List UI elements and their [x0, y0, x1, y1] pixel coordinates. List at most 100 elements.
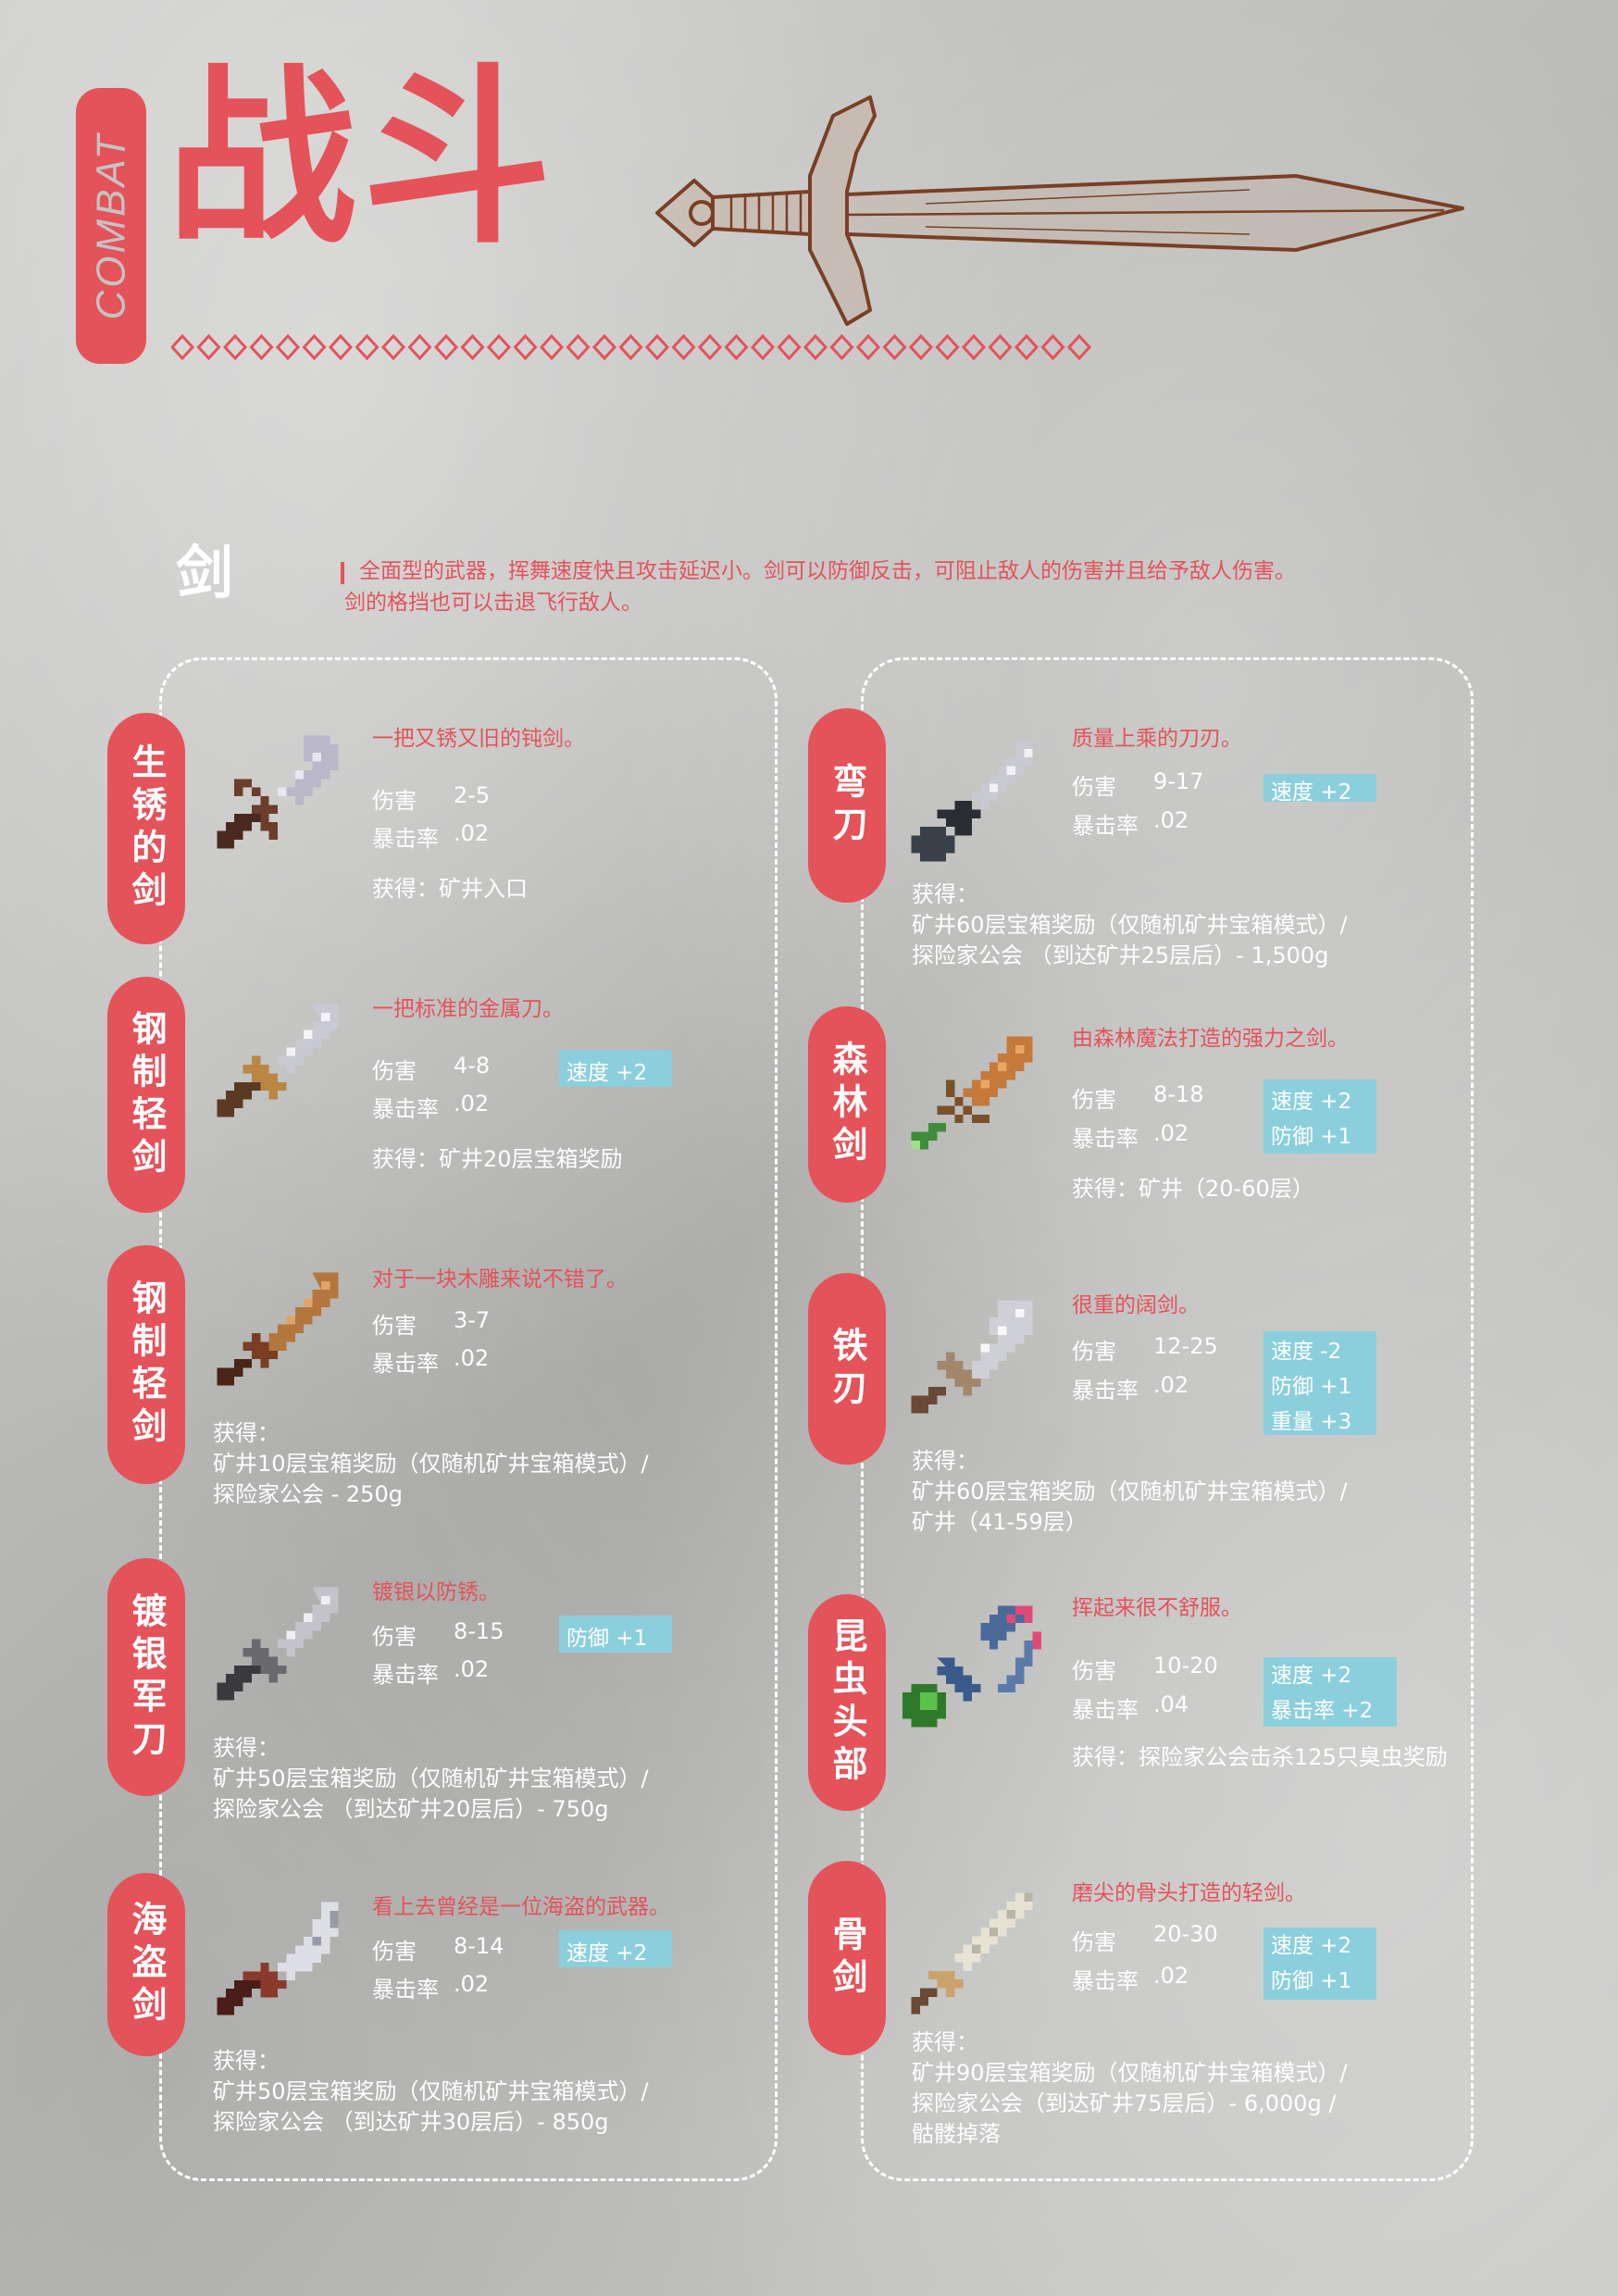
diamond-ornament — [618, 333, 643, 361]
item-description: 对于一块木雕来说不错了。 — [372, 1267, 628, 1292]
section-description: 全面型的武器，挥舞速度快且攻击延迟小。剑可以防御反击，可阻止敌人的伤害并且给予敌… — [344, 555, 1414, 618]
damage-value: 9-17 — [1153, 768, 1204, 794]
obtain-line: 探险家公会 （到达矿井30层后）- 850g — [213, 2109, 609, 2135]
damage-label: 伤害 — [1072, 1658, 1116, 1684]
obtain-line: 矿井50层宝箱奖励（仅随机矿井宝箱模式）/ — [213, 1766, 649, 1791]
diamond-ornament — [407, 333, 432, 361]
obtain-info: 获得： 矿井90层宝箱奖励（仅随机矿井宝箱模式）/ 探险家公会（到达矿井75层后… — [912, 2028, 1348, 2150]
obtain-line: 矿井10层宝箱奖励（仅随机矿井宝箱模式）/ — [213, 1451, 649, 1477]
item-name: 森林剑 — [827, 1041, 867, 1168]
item-name-pill: 铁刃 — [808, 1273, 886, 1465]
obtain-info: 获得：矿井入口 — [372, 874, 528, 905]
obtain-info: 获得： 矿井50层宝箱奖励（仅随机矿井宝箱模式）/ 探险家公会 （到达矿井30层… — [213, 2046, 649, 2138]
bonus-defense: 防御 +1 — [1271, 1125, 1352, 1149]
bonus-badge: 速度 +2 防御 +1 — [1263, 1079, 1376, 1154]
diamond-ornament — [486, 333, 512, 361]
item-description: 很重的阔剑。 — [1072, 1293, 1200, 1317]
damage-label: 伤害 — [372, 788, 417, 814]
diamond-ornament — [1040, 333, 1065, 361]
crit-label: 暴击率 — [372, 1096, 439, 1122]
diamond-ornament — [539, 333, 565, 361]
diamond-ornament — [171, 333, 195, 361]
obtain-line: 获得： — [213, 2048, 280, 2074]
bonus-badge: 速度 -2 防御 +1 重量 +3 — [1263, 1331, 1376, 1435]
bonus-crit: 暴击率 +2 — [1271, 1699, 1374, 1723]
obtain-line: 获得：探险家公会击杀125只臭虫奖励 — [1072, 1744, 1448, 1770]
crit-label: 暴击率 — [372, 826, 439, 852]
diamond-ornament — [908, 333, 934, 361]
diamond-ornament — [380, 333, 406, 361]
obtain-info: 获得：矿井（20-60层） — [1072, 1174, 1314, 1204]
obtain-line: 骷髅掉落 — [912, 2121, 1001, 2147]
bonus-speed: 速度 +2 — [1271, 1934, 1352, 1958]
page-title: 战斗 — [167, 49, 557, 269]
bonus-speed: 速度 +2 — [1271, 1090, 1352, 1114]
obtain-info: 获得：探险家公会击杀125只臭虫奖励 — [1072, 1742, 1448, 1773]
crit-label: 暴击率 — [1072, 1126, 1139, 1152]
diamond-ornament — [671, 333, 696, 361]
bonus-speed: 速度 -2 — [1271, 1340, 1342, 1364]
bonus-defense: 防御 +1 — [1271, 1969, 1352, 1993]
damage-value: 10-20 — [1153, 1653, 1218, 1678]
item-name-pill: 弯刀 — [808, 708, 886, 903]
damage-value: 2-5 — [454, 782, 491, 808]
obtain-line: 矿井60层宝箱奖励（仅随机矿井宝箱模式）/ — [912, 912, 1348, 938]
crit-value: .02 — [454, 820, 490, 846]
crit-label: 暴击率 — [372, 1662, 439, 1688]
obtain-line: 获得： — [912, 2029, 978, 2055]
crit-value: .02 — [454, 1345, 490, 1371]
forest-sword-icon — [911, 1036, 1033, 1150]
sword-illustration-icon — [655, 95, 1464, 326]
combat-tag-text-wrap: COMBAT — [76, 88, 146, 364]
crit-value: .02 — [1153, 1372, 1189, 1398]
diamond-ornament — [855, 333, 881, 361]
crit-value: .02 — [454, 1971, 490, 1997]
section-title: 剑 — [176, 539, 234, 606]
bonus-badge: 速度 +2 防御 +1 — [1263, 1928, 1376, 2000]
diamond-ornament — [1066, 333, 1092, 361]
diamond-ornament — [513, 333, 538, 361]
damage-label: 伤害 — [1072, 1929, 1116, 1955]
item-description: 挥起来很不舒服。 — [1072, 1596, 1242, 1620]
bonus-speed: 速度 +2 — [1271, 1664, 1352, 1688]
crit-value: .02 — [454, 1656, 490, 1682]
bonus-defense: 防御 +1 — [566, 1627, 648, 1651]
obtain-line: 矿井（41-59层） — [912, 1509, 1088, 1535]
obtain-line: 获得： — [213, 1420, 280, 1446]
cutlass-icon — [911, 740, 1033, 862]
bonus-speed: 速度 +2 — [566, 1061, 648, 1085]
obtain-line: 获得：矿井20层宝箱奖励 — [372, 1146, 623, 1172]
item-name: 钢制轻剑 — [126, 1279, 167, 1450]
item-name-pill: 昆虫头部 — [808, 1594, 886, 1811]
bonus-badge: 速度 +2 — [559, 1050, 672, 1087]
diamond-ornament — [750, 333, 776, 361]
diamond-ornament — [935, 333, 960, 361]
bonus-badge: 速度 +2 暴击率 +2 — [1263, 1657, 1397, 1727]
diamond-ornament — [355, 333, 380, 361]
diamond-ornament — [591, 333, 617, 361]
item-description: 质量上乘的刀刃。 — [1072, 727, 1242, 751]
crit-label: 暴击率 — [1072, 813, 1139, 839]
crit-value: .02 — [1153, 1963, 1189, 1989]
diamond-ornament — [644, 333, 670, 361]
bone-sword-icon — [911, 1892, 1033, 2015]
obtain-line: 探险家公会（到达矿井75层后）- 6,000g / — [912, 2090, 1337, 2116]
damage-value: 4-8 — [454, 1053, 491, 1079]
item-description: 一把又锈又旧的钝剑。 — [372, 727, 585, 751]
crit-label: 暴击率 — [1072, 1697, 1139, 1723]
obtain-line: 获得： — [213, 1735, 280, 1761]
section-description-line1: 全面型的武器，挥舞速度快且攻击延迟小。剑可以防御反击，可阻止敌人的伤害并且给予敌… — [359, 559, 1296, 583]
crit-label: 暴击率 — [372, 1351, 439, 1377]
item-name-pill: 镀银军刀 — [107, 1558, 185, 1796]
obtain-line: 探险家公会 （到达矿井20层后）- 750g — [213, 1796, 609, 1822]
bonus-badge: 防御 +1 — [559, 1616, 672, 1653]
item-name-pill: 钢制轻剑 — [107, 977, 185, 1213]
damage-label: 伤害 — [1072, 1087, 1116, 1113]
damage-label: 伤害 — [1072, 774, 1116, 800]
item-description: 一把标准的金属刀。 — [372, 997, 564, 1021]
obtain-line: 获得：矿井入口 — [372, 876, 528, 902]
item-name: 骨剑 — [827, 1915, 867, 2001]
item-description: 镀银以防锈。 — [372, 1580, 500, 1604]
obtain-line: 矿井90层宝箱奖励（仅随机矿井宝箱模式）/ — [912, 2060, 1348, 2086]
diamond-ornament — [433, 333, 459, 361]
